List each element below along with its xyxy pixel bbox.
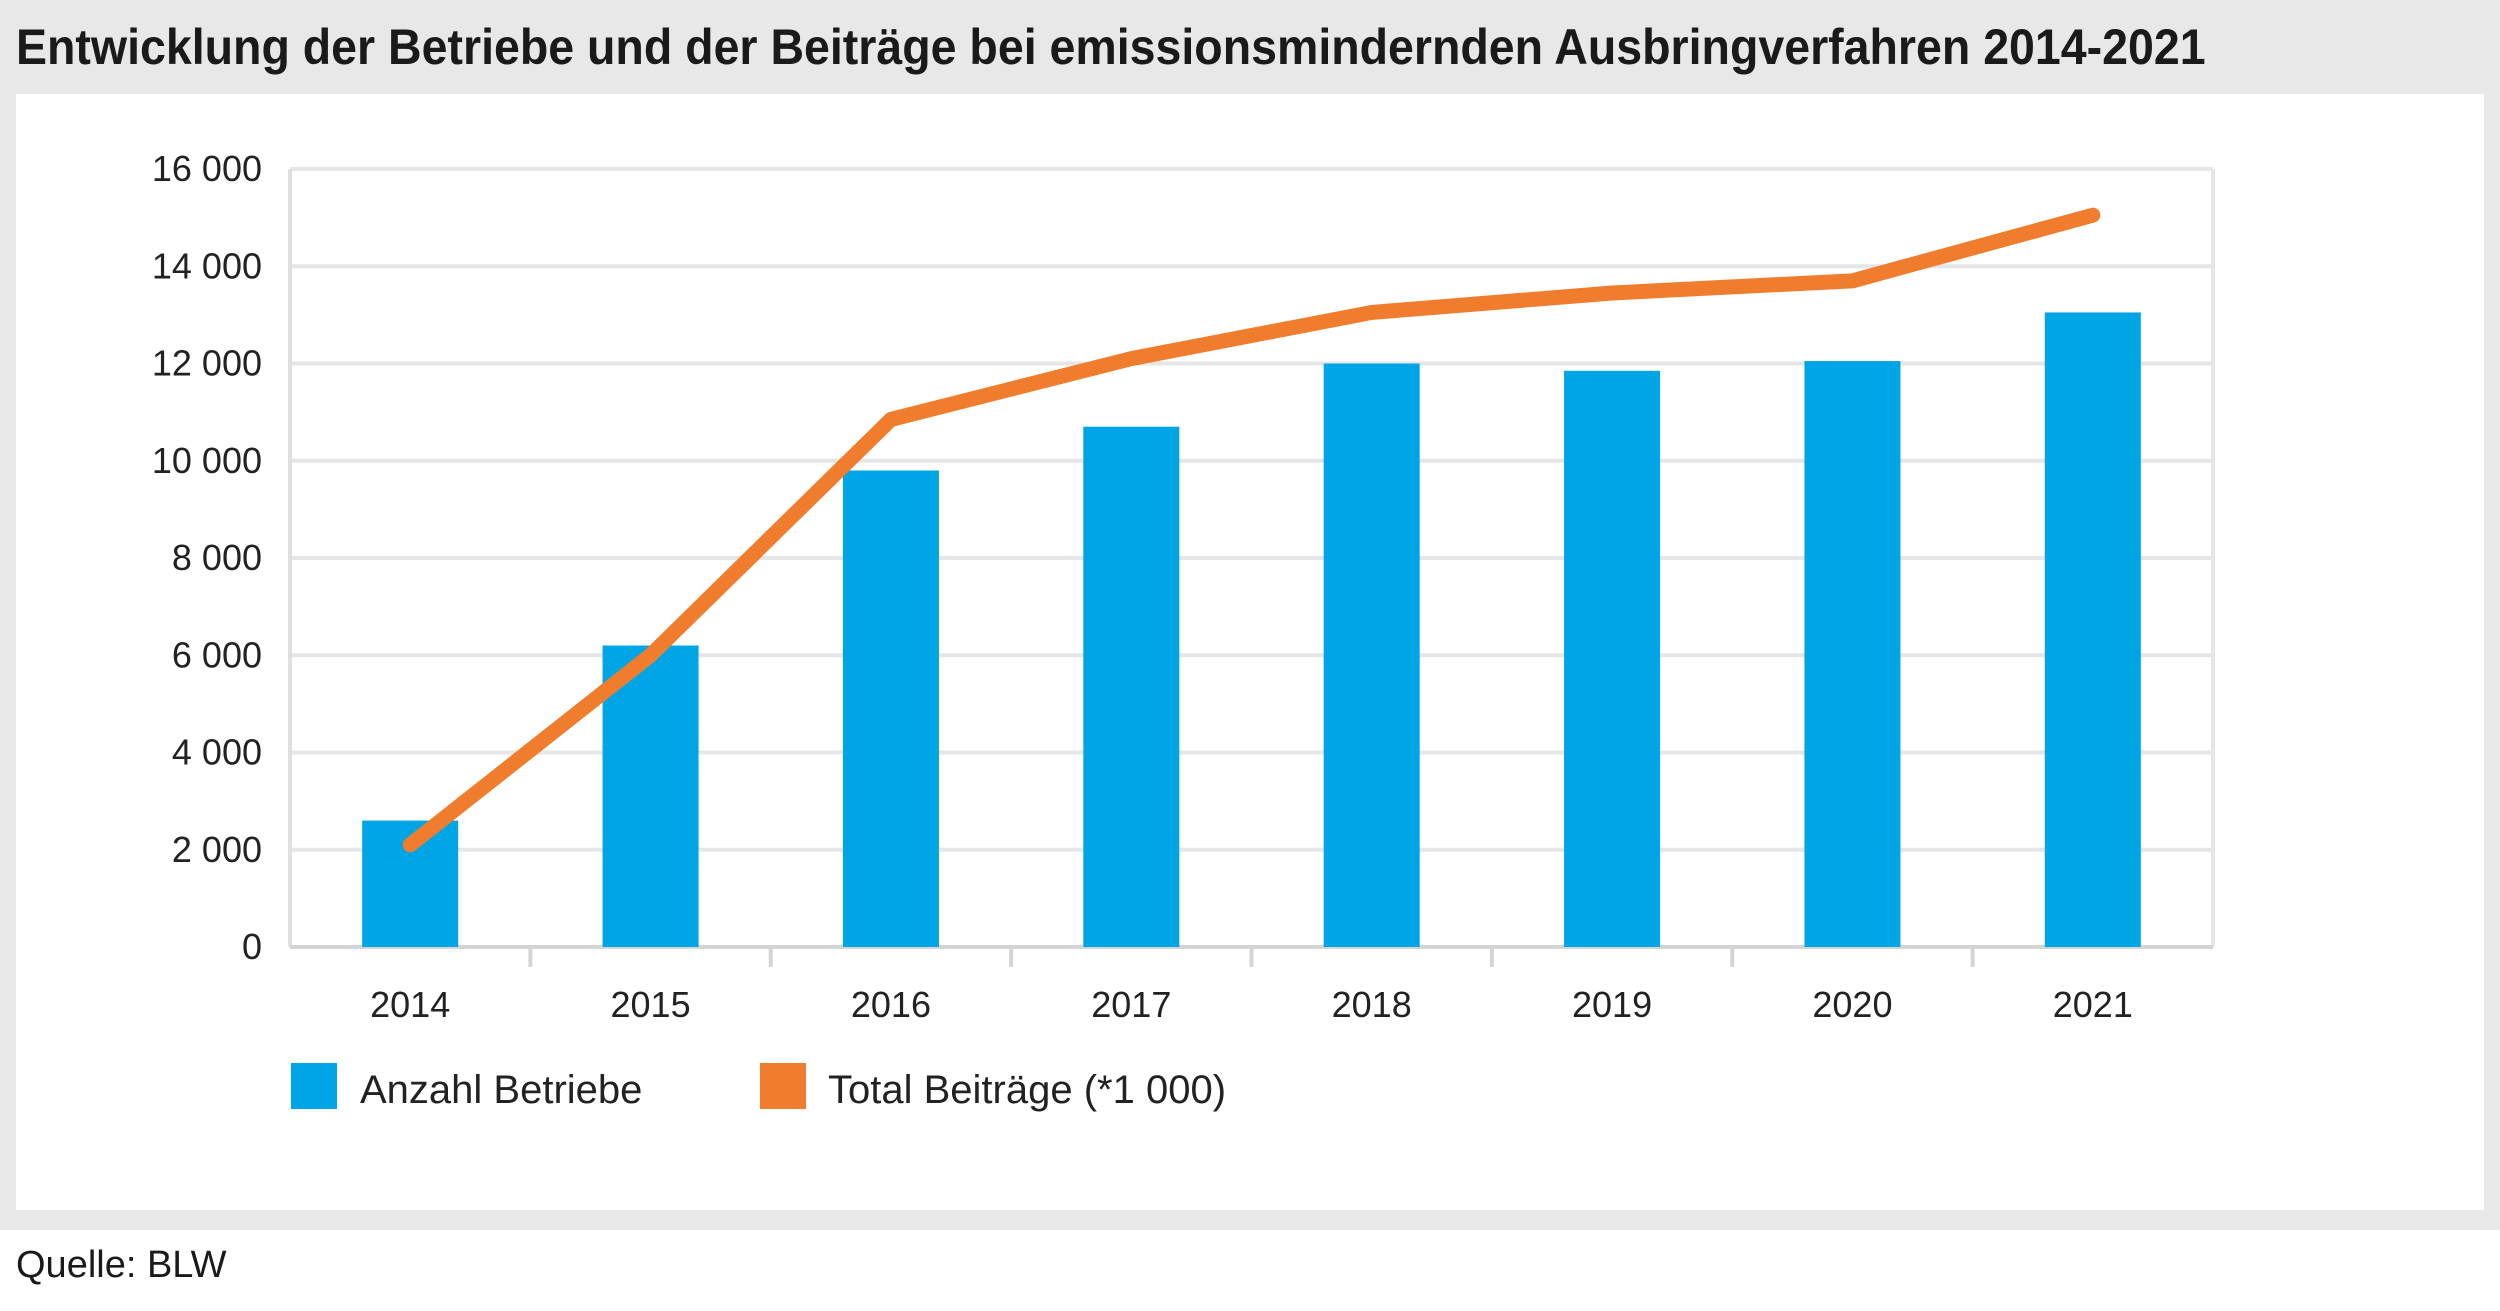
- bar-2017: [1083, 426, 1180, 947]
- legend-swatch-betriebe: [291, 1063, 337, 1109]
- x-tick-label: 2019: [1572, 984, 1652, 1025]
- y-tick-label: 2 000: [172, 829, 262, 870]
- x-tick-label: 2020: [1812, 984, 1892, 1025]
- y-tick-label: 4 000: [172, 732, 262, 773]
- bar-2021: [2044, 312, 2141, 948]
- y-tick-label: 0: [242, 926, 262, 967]
- y-tick-label: 14 000: [152, 245, 262, 286]
- source-note: Quelle: BLW: [16, 1244, 227, 1286]
- bar-2018: [1323, 363, 1420, 947]
- y-tick-label: 12 000: [152, 343, 262, 384]
- x-tick-label: 2018: [1332, 984, 1412, 1025]
- y-tick-label: 8 000: [172, 537, 262, 578]
- x-tick-label: 2021: [2053, 984, 2133, 1025]
- bar-2016: [842, 470, 939, 947]
- y-tick-label: 16 000: [152, 148, 262, 189]
- legend-label-beitraege: Total Beiträge (*1 000): [828, 1068, 1226, 1112]
- legend-swatch-beitraege: [760, 1063, 806, 1109]
- x-tick-label: 2016: [851, 984, 931, 1025]
- line-series-total-beitraege: [402, 207, 2101, 853]
- x-tick-label: 2014: [370, 984, 450, 1025]
- chart-svg: 0 2 000 4 000 6 000 8 000 10 000 12 000 14 000 1…: [152, 148, 2215, 1112]
- y-tick-label: 6 000: [172, 634, 262, 675]
- y-tick-label: 10 000: [152, 440, 262, 481]
- x-tick-label: 2015: [611, 984, 691, 1025]
- chart-title: Entwicklung der Betriebe und der Beiträg…: [16, 19, 2206, 75]
- chart-panel: 0 2 000 4 000 6 000 8 000 10 000 12 000 14 000 1…: [16, 94, 2484, 1210]
- x-tick-label: 2017: [1091, 984, 1171, 1025]
- bar-2019: [1564, 370, 1661, 947]
- figure-frame: Entwicklung der Betriebe und der Beiträg…: [0, 0, 2500, 1230]
- bar-2015: [602, 645, 699, 947]
- legend-label-betriebe: Anzahl Betriebe: [360, 1068, 642, 1112]
- bar-2020: [1804, 361, 1901, 948]
